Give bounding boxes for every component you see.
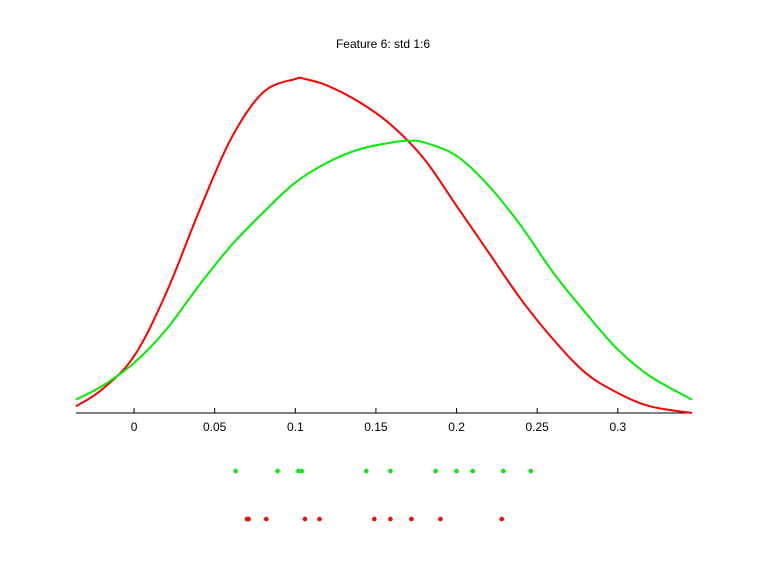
sample-point-red <box>409 516 414 522</box>
sample-point-red <box>317 516 322 522</box>
x-axis-ticks: 0 0.05 0.1 0.15 0.2 0.25 0.3 <box>131 408 626 434</box>
sample-point-red <box>263 516 269 522</box>
sample-point-green <box>433 468 438 474</box>
chart-title: Feature 6: std 1:6 <box>336 37 430 51</box>
density-curves <box>75 76 693 414</box>
sample-point-red <box>438 516 443 522</box>
x-tick-label: 0.25 <box>526 420 550 434</box>
sample-point-green <box>233 468 238 474</box>
sample-point-green <box>470 468 475 474</box>
x-tick-label: 0.2 <box>448 420 465 434</box>
sample-point-green <box>388 468 393 474</box>
sample-point-red <box>372 516 377 522</box>
sample-points <box>233 468 534 522</box>
sample-point-red <box>302 516 308 522</box>
sample-point-red <box>388 516 393 522</box>
x-tick-label: 0.05 <box>203 420 227 434</box>
sample-point-green <box>528 468 534 474</box>
x-tick-label: 0.15 <box>364 420 388 434</box>
x-tick-label: 0.3 <box>609 420 626 434</box>
sample-point-green <box>299 468 305 474</box>
sample-point-red <box>499 516 505 522</box>
sample-point-red <box>246 516 251 522</box>
sample-point-green <box>275 468 280 474</box>
sample-point-green <box>501 468 506 474</box>
sample-point-green <box>454 468 459 474</box>
sample-point-green <box>296 468 301 474</box>
sample-point-green <box>363 468 369 474</box>
x-tick-label: 0.1 <box>287 420 304 434</box>
density-curve-red <box>75 76 693 414</box>
x-tick-label: 0 <box>131 420 138 434</box>
density-curve-green <box>75 139 693 401</box>
